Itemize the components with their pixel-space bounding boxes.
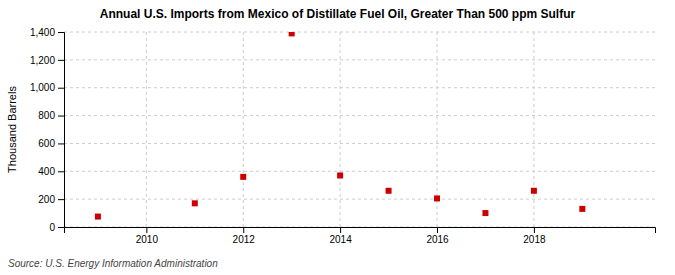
y-axis: 0 200 400 600 800 1,000 1,200 1,400 (30, 27, 65, 233)
y-grid-line (64, 115, 655, 116)
x-tick: 2016 (426, 227, 449, 245)
y-tick-mark (58, 171, 64, 172)
y-tick-mark (58, 199, 64, 200)
grid (64, 32, 655, 227)
marks (95, 32, 585, 220)
y-tick-mark (58, 116, 64, 117)
y-tick-label: 0 (49, 222, 55, 233)
point (386, 188, 392, 194)
y-tick-mark (58, 88, 64, 89)
y-tick-label: 200 (38, 194, 55, 205)
point (289, 32, 295, 36)
x-grid-line (243, 32, 244, 227)
x-tick-label: 2010 (136, 234, 159, 245)
plot-area: 2010 2012 2014 2016 2018 0 200 400 600 800 1,000 1,… (30, 27, 656, 245)
y-grid-line (64, 32, 655, 33)
x-grid-line (533, 32, 534, 227)
point (531, 188, 537, 194)
y-tick: 600 (38, 138, 64, 149)
y-tick: 1,000 (30, 82, 64, 93)
chart-svg: 2010 2012 2014 2016 2018 0 200 400 600 800 1,000 1,… (0, 0, 675, 275)
point (482, 210, 488, 216)
chart-container: 2010 2012 2014 2016 2018 0 200 400 600 800 1,000 1,… (0, 0, 675, 275)
y-grid-line (64, 199, 655, 200)
source-note: Source: U.S. Energy Information Administ… (8, 258, 218, 269)
x-axis-line (65, 228, 656, 234)
x-tick-label: 2012 (233, 234, 256, 245)
y-tick-label: 1,200 (30, 55, 55, 66)
y-grid-line (64, 87, 655, 88)
y-tick: 400 (38, 166, 64, 177)
x-tick-mark (340, 227, 341, 233)
x-tick: 2014 (329, 227, 352, 245)
y-grid-line (64, 59, 655, 60)
y-tick-label: 400 (38, 166, 55, 177)
x-tick-mark (146, 227, 147, 233)
x-tick: 2010 (136, 227, 159, 245)
point (337, 172, 343, 178)
title: Annual U.S. Imports from Mexico of Disti… (100, 7, 576, 21)
point (579, 206, 585, 212)
y-tick-mark (58, 227, 64, 228)
x-grid-line (340, 32, 341, 227)
x-tick-mark (534, 227, 535, 233)
y-tick-label: 1,000 (30, 82, 55, 93)
x-tick-label: 2014 (329, 234, 352, 245)
point (240, 174, 246, 180)
x-tick-mark (437, 227, 438, 233)
x-grid-line (146, 32, 147, 227)
y-grid-line (64, 143, 655, 144)
point (192, 200, 198, 206)
y-tick: 0 (49, 222, 64, 233)
x-tick-label: 2016 (426, 234, 449, 245)
y-tick: 800 (38, 110, 64, 121)
x-tick-mark (243, 227, 244, 233)
y-tick: 1,200 (30, 55, 64, 66)
y-tick-label: 600 (38, 138, 55, 149)
y-tick-label: 1,400 (30, 27, 55, 38)
y-tick: 200 (38, 194, 64, 205)
x-tick-label: 2018 (523, 234, 546, 245)
y-tick-mark (58, 143, 64, 144)
y-grid-line (64, 171, 655, 172)
y-tick-mark (58, 60, 64, 61)
x-tick: 2018 (523, 227, 546, 245)
y-tick-label: 800 (38, 110, 55, 121)
x-axis: 2010 2012 2014 2016 2018 (65, 227, 656, 245)
y-tick: 1,400 (30, 27, 64, 38)
y-axis-line (58, 33, 65, 228)
x-tick: 2012 (233, 227, 256, 245)
point (95, 214, 101, 220)
point (434, 195, 440, 201)
y-axis-title: Thousand Barrels (6, 86, 18, 173)
y-tick-mark (58, 32, 64, 33)
